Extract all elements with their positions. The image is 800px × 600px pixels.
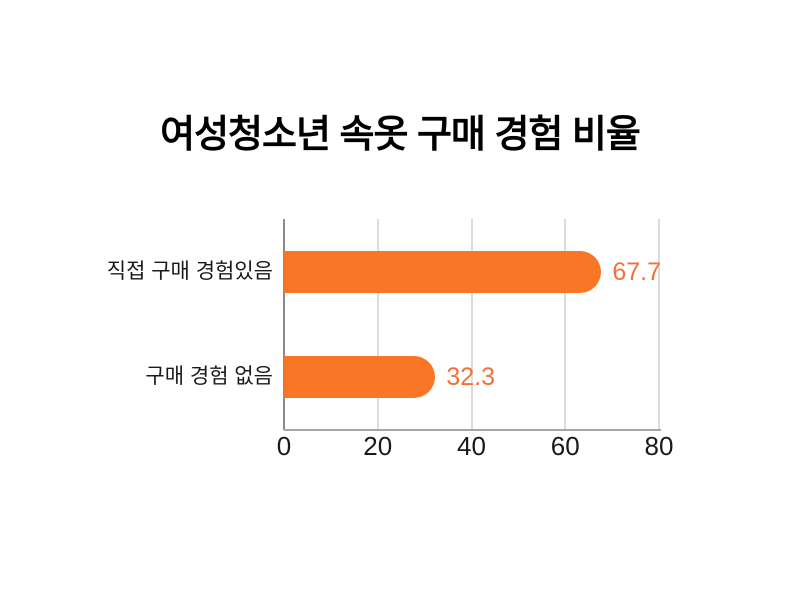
category-label: 구매 경험 없음 [145, 365, 273, 389]
bar-value-label: 67.7 [612, 257, 662, 286]
x-tick-label: 40 [457, 431, 486, 461]
x-tick-label: 0 [276, 431, 292, 461]
gridline [564, 219, 567, 430]
x-tick-label: 80 [644, 431, 674, 461]
gridline [470, 219, 473, 430]
x-tick-label: 20 [363, 431, 393, 461]
bar-value-label: 32.3 [446, 363, 496, 392]
gridline [658, 219, 660, 430]
category-label: 직접 구매 경험있음 [106, 259, 273, 283]
bar [284, 250, 602, 293]
gridline [376, 219, 379, 430]
chart-title: 여성청소년 속옷 구매 경험 비율 [160, 114, 641, 156]
x-axis-line [284, 429, 661, 431]
bar [284, 356, 436, 399]
x-tick-label: 60 [550, 431, 580, 461]
plot-area: 67.7 32.3 [283, 219, 662, 430]
y-axis-line [283, 219, 285, 430]
